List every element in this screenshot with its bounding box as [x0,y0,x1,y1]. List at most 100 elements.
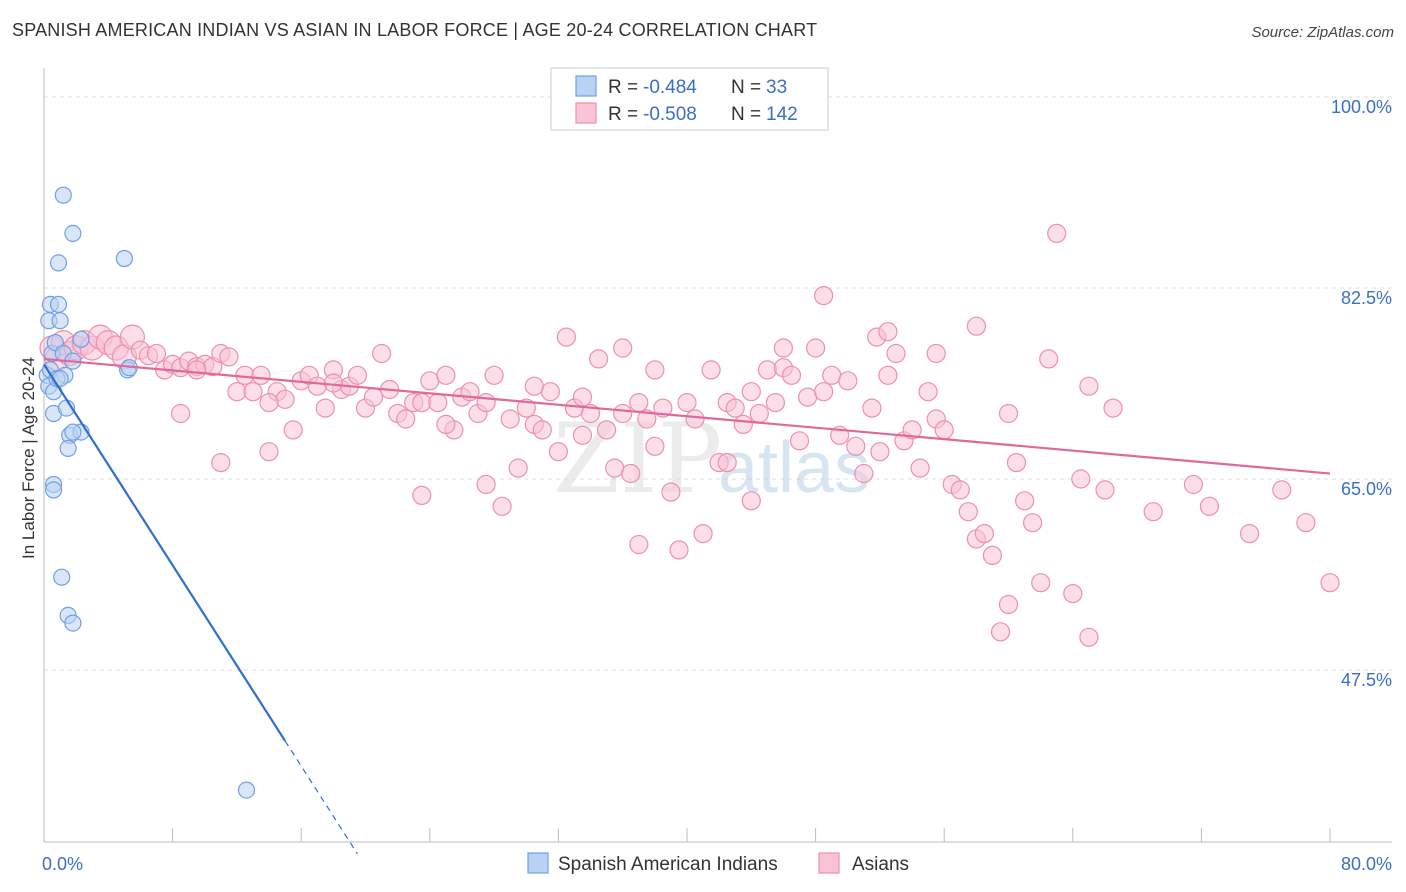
sai-point-9 [51,312,69,330]
asian-point-95 [797,387,818,407]
asian-point-105 [878,365,898,385]
grid-lines [44,96,1392,671]
asian-point-42 [372,343,392,364]
asian-point-141 [1103,398,1123,418]
asian-point-126 [1047,223,1067,243]
asian-point-64 [548,442,569,462]
y-axis-label: In Labor Force | Age 20-24 [19,357,38,559]
asian-point-144 [926,343,946,364]
asian-point-81 [685,409,705,429]
sai-point-30 [115,249,134,268]
asian-point-60 [516,398,536,418]
axes [43,68,1392,843]
asian-point-41 [363,387,384,407]
legend-r-value-0: -0.484 [643,77,697,98]
spanish-american-indians-points [38,186,256,799]
legend-swatch-0 [575,75,597,97]
legend-n-label-0: N = [731,77,761,98]
asian-point-58 [500,409,520,429]
asian-point-131 [878,322,898,342]
asian-point-80 [677,393,697,413]
asian-point-117 [974,523,995,544]
asian-point-86 [725,398,745,418]
asian-point-104 [870,442,890,462]
asian-point-90 [757,360,778,380]
asian-point-133 [1079,376,1099,396]
asian-point-119 [990,622,1011,642]
asian-point-127 [1063,583,1083,604]
asian-point-129 [1095,480,1115,500]
asian-point-94 [789,431,810,451]
asian-point-112 [934,420,954,440]
trend-lines [43,357,1331,855]
asian-point-75 [637,409,657,429]
asian-point-30 [275,389,295,409]
asian-point-122 [1014,491,1035,511]
asian-point-140 [1143,502,1163,522]
legend-n-value-1: 142 [766,104,798,125]
asian-point-155 [436,414,456,434]
asian-point-87 [733,414,753,434]
asian-point-106 [886,343,906,364]
asian-point-88 [741,382,761,402]
bottom-legend-label-0: Spanish American Indians [558,854,778,875]
asian-point-103 [862,398,882,418]
asian-point-156 [412,485,432,505]
sai-point-27 [54,186,72,204]
sai-point-7 [49,295,68,313]
asian-point-28 [259,442,279,462]
asian-point-35 [315,398,335,418]
asian-point-74 [629,393,649,413]
legend-box: R = -0.484 N = 33 R = -0.508 N = 142 [550,67,829,131]
asian-point-76 [645,436,665,456]
asian-point-89 [749,403,769,424]
sai-point-23 [44,481,63,499]
asian-point-125 [1039,349,1059,369]
asian-point-154 [476,474,496,495]
asian-point-109 [910,458,930,478]
asian-point-50 [436,365,456,385]
asian-point-65 [556,327,577,347]
y-tick-label-3: 100.0% [1331,97,1392,117]
asian-point-120 [998,594,1019,615]
y-tick-label-2: 82.5% [1341,288,1392,308]
asian-point-101 [846,436,866,456]
bottom-legend-label-1: Asians [852,854,909,875]
asian-point-97 [813,382,834,402]
asian-point-48 [420,371,440,391]
bottom-legend-swatch-1 [818,852,840,874]
asian-point-161 [171,403,191,424]
sai-point-11 [72,330,90,348]
asian-point-143 [998,403,1019,424]
legend-r-label-1: R = [608,104,638,125]
tick-labels: 47.5% 65.0% 82.5% 100.0% 0.0% 80.0% [42,97,1392,874]
asian-point-114 [950,480,970,500]
asian-point-124 [1031,573,1051,593]
asian-point-128 [1079,627,1099,647]
x-tick-label-0: 0.0% [42,854,83,874]
asian-point-149 [629,534,649,555]
asian-point-67 [572,387,593,407]
asian-point-118 [982,545,1003,566]
sai-point-26 [64,614,82,632]
asian-point-39 [347,365,368,385]
asian-point-100 [838,371,858,391]
asian-point-150 [645,360,665,380]
asian-point-72 [613,403,633,424]
asian-point-147 [741,491,761,511]
asian-point-160 [187,360,207,380]
sai-trend-extension [284,740,358,855]
asian-point-62 [532,420,552,440]
asian-point-70 [596,420,617,440]
bottom-legend-swatch-0 [527,852,549,874]
asian-point-137 [1272,480,1292,500]
asian-point-145 [813,286,834,306]
asian-trend-line [43,357,1331,475]
asian-point-27 [251,365,271,385]
asian-point-59 [508,458,528,478]
asian-point-98 [822,365,842,385]
sai-point-24 [53,568,71,586]
chart-title: SPANISH AMERICAN INDIAN VS ASIAN IN LABO… [12,20,818,40]
asian-point-110 [918,382,938,402]
